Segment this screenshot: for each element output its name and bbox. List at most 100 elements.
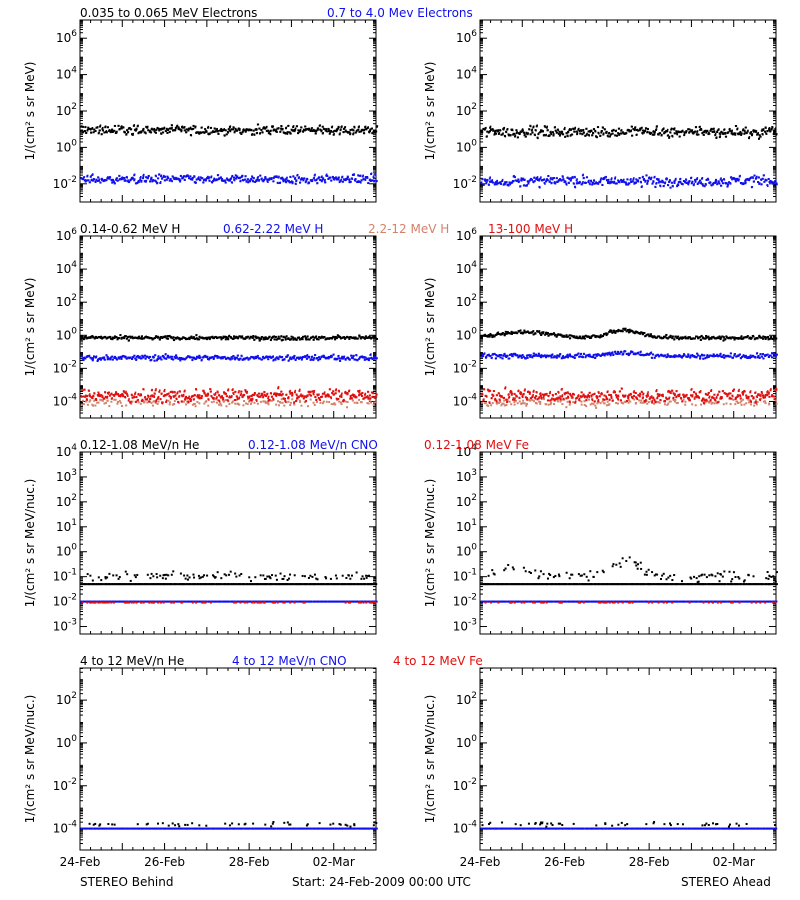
- data-point: [321, 395, 324, 398]
- data-point: [103, 356, 106, 359]
- data-point: [234, 402, 237, 405]
- data-point: [322, 132, 324, 134]
- data-point: [376, 180, 378, 182]
- data-point: [763, 180, 766, 183]
- data-point: [199, 396, 201, 399]
- data-point: [86, 403, 89, 406]
- data-point: [234, 399, 237, 401]
- data-point: [137, 124, 139, 127]
- data-point: [228, 395, 231, 397]
- data-point: [523, 132, 526, 134]
- data-point: [196, 395, 199, 398]
- data-point: [99, 181, 102, 184]
- data-point: [605, 175, 607, 178]
- data-point: [353, 401, 356, 404]
- data-point: [321, 355, 323, 358]
- data-point: [343, 131, 345, 134]
- series-blue-1: [480, 173, 778, 189]
- data-point: [308, 391, 310, 394]
- data-point: [362, 174, 364, 177]
- data-point: [96, 126, 99, 128]
- data-point: [212, 400, 215, 403]
- data-point: [620, 129, 623, 131]
- data-point: [201, 126, 203, 129]
- data-point: [679, 181, 682, 184]
- data-point: [103, 402, 106, 405]
- data-point: [747, 129, 749, 132]
- data-point: [323, 336, 326, 339]
- data-point: [106, 396, 109, 399]
- data-point: [514, 176, 516, 179]
- data-point: [206, 176, 209, 179]
- data-point: [284, 401, 287, 403]
- data-point: [293, 355, 296, 357]
- data-point: [185, 403, 188, 406]
- data-point: [319, 124, 321, 126]
- data-point: [738, 178, 740, 180]
- data-point: [112, 336, 114, 339]
- data-point: [223, 399, 226, 402]
- data-point: [659, 185, 662, 188]
- data-point: [278, 394, 281, 397]
- data-point: [670, 127, 673, 130]
- data-point: [599, 134, 602, 137]
- data-point: [575, 179, 578, 182]
- data-point: [765, 133, 768, 135]
- data-point: [230, 177, 233, 179]
- data-point: [222, 337, 225, 339]
- data-point: [571, 133, 574, 136]
- data-point: [339, 360, 342, 362]
- data-point: [674, 178, 677, 181]
- data-point: [127, 179, 129, 181]
- data-point: [289, 389, 291, 392]
- data-point: [700, 129, 703, 131]
- data-point: [97, 391, 100, 394]
- data-point: [325, 400, 328, 403]
- data-point: [262, 180, 265, 183]
- data-point: [233, 131, 236, 134]
- data-point: [595, 181, 598, 183]
- data-point: [709, 129, 712, 132]
- data-point: [185, 175, 188, 178]
- data-point: [490, 128, 493, 131]
- data-point: [353, 126, 356, 129]
- data-point: [769, 130, 772, 132]
- data-point: [280, 390, 283, 393]
- data-point: [144, 396, 147, 398]
- data-point: [344, 126, 347, 128]
- data-point: [207, 177, 210, 180]
- data-point: [353, 125, 356, 128]
- data-point: [730, 130, 733, 133]
- data-point: [168, 403, 171, 406]
- data-point: [98, 131, 100, 134]
- data-point: [157, 398, 159, 400]
- data-point: [659, 132, 662, 135]
- data-point: [270, 129, 272, 132]
- data-point: [368, 131, 371, 134]
- data-point: [101, 133, 103, 135]
- data-point: [527, 132, 529, 134]
- y-tick-label: 106: [56, 29, 77, 45]
- data-point: [136, 182, 139, 185]
- data-point: [515, 129, 518, 132]
- data-point: [140, 400, 143, 403]
- data-point: [221, 399, 224, 402]
- data-point: [543, 178, 545, 180]
- y-tick-label: 10-2: [53, 175, 77, 191]
- data-point: [194, 405, 197, 408]
- data-point: [345, 336, 347, 339]
- data-point: [143, 400, 146, 403]
- data-point: [338, 400, 341, 403]
- data-point: [126, 180, 129, 183]
- data-point: [696, 134, 699, 136]
- data-point: [317, 358, 320, 361]
- data-point: [84, 389, 86, 391]
- data-point: [653, 131, 656, 134]
- data-point: [134, 357, 137, 360]
- data-point: [267, 337, 270, 339]
- data-point: [354, 337, 356, 340]
- data-point: [492, 181, 495, 184]
- data-point: [603, 177, 606, 180]
- data-point: [746, 132, 748, 135]
- data-point: [166, 132, 169, 134]
